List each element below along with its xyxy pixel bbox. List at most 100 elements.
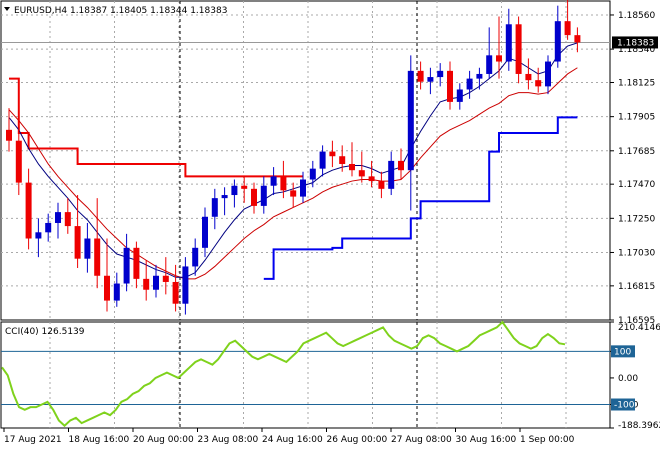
candle xyxy=(35,218,42,258)
candle xyxy=(251,182,257,214)
cci-level-tag xyxy=(611,398,635,411)
candle-body xyxy=(64,212,71,227)
cci-tick-label: 0.00 xyxy=(618,374,638,384)
candle xyxy=(309,160,316,188)
candle xyxy=(64,198,71,234)
candle xyxy=(25,168,32,250)
candle-body xyxy=(270,176,277,186)
candle-body xyxy=(231,185,238,196)
candle-body xyxy=(466,78,473,90)
candle-body xyxy=(15,140,22,183)
candle xyxy=(45,213,52,242)
candle xyxy=(182,257,189,315)
candle-body xyxy=(300,179,306,197)
candle xyxy=(6,108,12,152)
candle xyxy=(241,176,248,203)
candle-body xyxy=(515,24,522,74)
candle-body xyxy=(339,156,346,164)
candle xyxy=(407,55,414,211)
candle-body xyxy=(123,247,130,284)
candle-body xyxy=(349,163,355,171)
price-tick-label: 1.17030 xyxy=(618,248,655,258)
cci-tick-label: 210.4146 xyxy=(618,323,660,333)
candle-body xyxy=(554,21,561,62)
candle-body xyxy=(417,70,424,82)
symbol-ohlc-label: EURUSD,H4 1.18387 1.18405 1.18344 1.1838… xyxy=(14,6,227,16)
triangle-down-icon[interactable] xyxy=(4,7,10,11)
price-tick-label: 1.17905 xyxy=(618,113,655,123)
candle-body xyxy=(211,198,218,217)
price-tick-label: 1.18125 xyxy=(618,78,655,88)
time-tick-label: 27 Aug 08:00 xyxy=(391,435,452,445)
candle-body xyxy=(133,247,140,279)
red-channel-line xyxy=(9,77,303,178)
cci-title: CCI(40) 126.5139 xyxy=(5,327,85,337)
candle xyxy=(505,8,512,71)
candle-body xyxy=(55,212,61,223)
candle xyxy=(329,140,336,168)
candle-body xyxy=(25,182,32,239)
cci-line xyxy=(1,320,566,428)
candle xyxy=(221,187,228,216)
candle-body xyxy=(535,80,542,87)
time-tick-label: 24 Aug 16:00 xyxy=(262,435,323,445)
cci-path xyxy=(1,320,566,428)
candle-body xyxy=(368,176,375,182)
candle xyxy=(74,195,81,268)
price-tick-label: 1.18560 xyxy=(618,11,655,21)
candle xyxy=(358,151,365,183)
candle-body xyxy=(143,278,150,290)
candle xyxy=(466,70,473,99)
candle-body xyxy=(104,275,110,301)
candle-body xyxy=(564,21,571,36)
candle xyxy=(398,148,404,180)
candle-body xyxy=(388,160,395,189)
candle-body xyxy=(45,222,52,233)
time-axis: 17 Aug 2021 18 Aug 16:00 20 Aug 00:00 23 Au… xyxy=(3,428,575,445)
time-tick-label: 18 Aug 16:00 xyxy=(69,435,130,445)
candle-body xyxy=(202,216,208,248)
candle xyxy=(319,145,326,177)
price-tick-label: 1.16815 xyxy=(618,282,655,292)
candle-body xyxy=(162,275,169,282)
candle-body xyxy=(280,176,287,191)
candle-body xyxy=(407,70,414,171)
candle-body xyxy=(456,89,463,102)
candle xyxy=(270,167,277,196)
cci-panel xyxy=(0,321,611,429)
current-price-tag: 1.18383 xyxy=(612,36,658,49)
candle xyxy=(104,238,110,312)
candle-body xyxy=(476,73,483,79)
time-tick-label: 1 Sep 00:00 xyxy=(520,435,575,445)
candle xyxy=(349,142,355,177)
candle xyxy=(55,202,61,239)
candle-body xyxy=(496,55,502,62)
cci-tick-label: -188.3962 xyxy=(618,421,660,431)
candle xyxy=(231,179,238,208)
time-tick-label: 20 Aug 00:00 xyxy=(133,435,194,445)
candle xyxy=(535,67,542,93)
candle xyxy=(260,176,267,214)
candle xyxy=(564,0,571,40)
candle-body xyxy=(398,160,404,171)
candle xyxy=(378,171,385,199)
candle-body xyxy=(427,77,434,82)
candle-body xyxy=(290,190,297,197)
candle xyxy=(123,233,130,292)
candle xyxy=(554,5,561,68)
candle xyxy=(172,264,179,312)
candle-body xyxy=(113,283,120,301)
candle-body xyxy=(84,238,91,259)
candle-body xyxy=(525,73,532,81)
candle xyxy=(545,55,551,95)
time-tick-label: 17 Aug 2021 xyxy=(4,435,62,445)
price-tick-label: 1.17685 xyxy=(618,147,655,157)
candle xyxy=(388,151,395,196)
candle-body xyxy=(94,238,101,276)
candle-body xyxy=(447,70,453,102)
cci-level-tag xyxy=(611,345,635,358)
candle-body xyxy=(74,226,81,259)
blue-channel-path xyxy=(263,116,578,280)
chart-header: EURUSD,H4 1.18387 1.18405 1.18344 1.1838… xyxy=(4,6,227,16)
